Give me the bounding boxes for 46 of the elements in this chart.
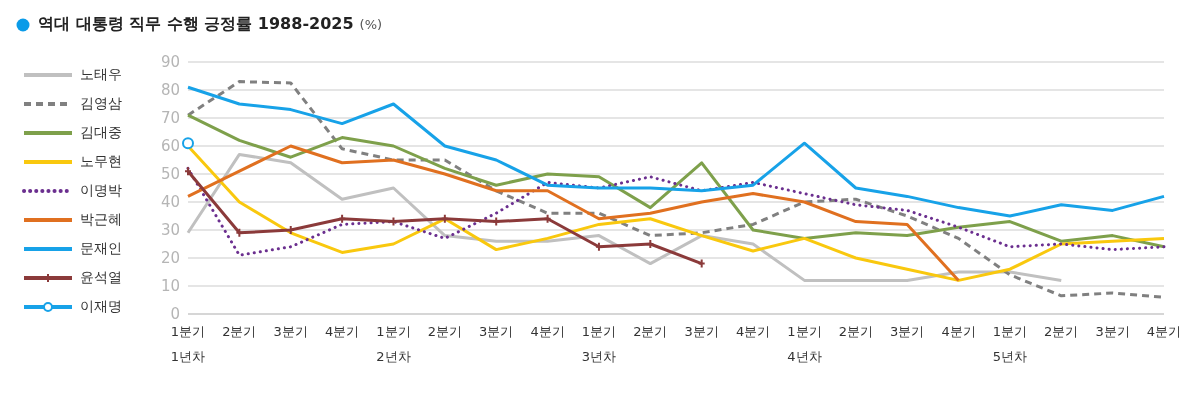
y-tick-label: 60 [160, 137, 180, 156]
chart-title: 역대 대통령 직무 수행 긍정률 1988-2025 [38, 14, 354, 35]
x-tick-label: 4분기 [941, 324, 976, 339]
x-tick-label: 3분기 [273, 324, 308, 339]
y-tick-label: 50 [160, 165, 180, 184]
y-axis-title: (%) [359, 17, 383, 32]
x-tick-label: 2분기 [427, 324, 462, 339]
line-series [186, 113, 1166, 249]
x-tick-label: 2분기 [1044, 324, 1079, 339]
legend-label: 문재인 [80, 239, 122, 258]
x-tick-label: 2분기 [222, 324, 257, 339]
point [182, 137, 194, 150]
x-tick-label: 3분기 [479, 324, 514, 339]
legend-label: 이명박 [80, 181, 122, 200]
legend-label: 노무현 [80, 152, 122, 171]
y-tick-label: 90 [160, 53, 180, 72]
x-tick-label: 3분기 [890, 324, 925, 339]
x-tick-label: 4분기 [324, 324, 360, 339]
legend-label: 박근혜 [80, 210, 122, 229]
x-tick-label: 2분기 [838, 324, 873, 339]
x-tick-label: 1분기 2년차 [376, 324, 411, 364]
y-tick-label: 70 [160, 109, 180, 128]
legend-label: 노태우 [80, 65, 122, 84]
x-tick-label: 4분기 [735, 324, 771, 339]
x-tick-label: 1분기 1년차 [170, 324, 206, 364]
y-tick-label: 30 [160, 221, 180, 240]
y-tick-label: 10 [160, 277, 180, 296]
x-tick-label: 1분기 5년차 [992, 324, 1028, 364]
x-tick-label: 4분기 [1146, 324, 1182, 339]
legend-label: 김영삼 [80, 94, 122, 113]
y-tick-label: 80 [160, 81, 180, 100]
line-series [186, 166, 1166, 257]
legend-label: 윤석열 [80, 268, 122, 287]
legend-label: 이재명 [80, 297, 122, 316]
x-tick-label: 1분기 3년차 [581, 324, 617, 364]
y-tick-label: 40 [160, 193, 180, 212]
y-tick-label: 20 [160, 249, 180, 268]
x-tick-label: 3분기 [1095, 324, 1130, 339]
legend-label: 김대중 [80, 123, 122, 142]
x-tick-label: 1분기 4년차 [787, 324, 822, 364]
x-tick-label: 3분기 [684, 324, 719, 339]
x-tick-label: 4분기 [530, 324, 565, 339]
line-series [186, 85, 1166, 218]
y-tick-label: 0 [170, 305, 180, 324]
line-series [186, 144, 961, 282]
x-tick-label: 2분기 [633, 324, 668, 339]
